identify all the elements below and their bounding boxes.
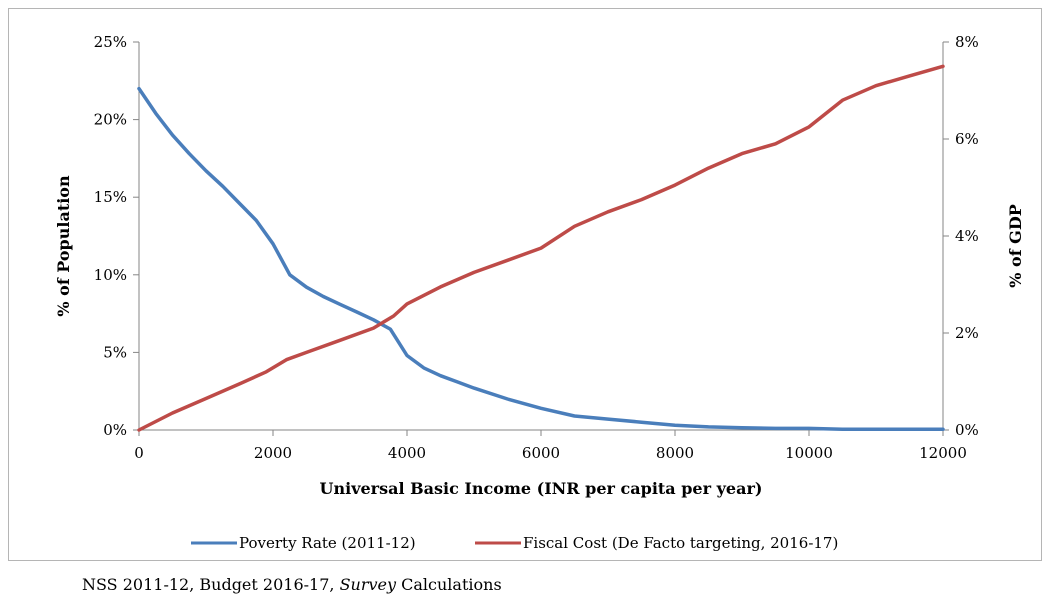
chart-svg: 0 2000 4000 6000 8000 10000 12000 0% 5% 10% 15% 20%…	[54, 33, 1025, 552]
x-tick-label: 4000	[388, 444, 426, 462]
y-right-tick-label: 2%	[955, 324, 979, 342]
source-note: NSS 2011-12, Budget 2016-17, Survey Calc…	[82, 575, 502, 594]
legend: Poverty Rate (2011-12) Fiscal Cost (De F…	[191, 534, 838, 552]
y-right-tick-label: 8%	[955, 33, 979, 51]
x-tick-label: 8000	[656, 444, 694, 462]
legend-label-fiscal: Fiscal Cost (De Facto targeting, 2016-17…	[523, 534, 838, 552]
source-note-italic: Survey	[339, 575, 397, 594]
legend-label-poverty: Poverty Rate (2011-12)	[239, 534, 416, 552]
x-axis-title: Universal Basic Income (INR per capita p…	[320, 479, 763, 498]
chart-frame: 0 2000 4000 6000 8000 10000 12000 0% 5% 10% 15% 20%…	[8, 8, 1042, 561]
y-left-tick-label: 25%	[94, 33, 127, 51]
x-tick-label: 2000	[254, 444, 292, 462]
x-tick-label: 6000	[522, 444, 560, 462]
source-note-suffix: Calculations	[396, 575, 502, 594]
y-left-tick-label: 15%	[94, 188, 127, 206]
fiscal-cost-line	[137, 64, 945, 432]
x-tick-label: 12000	[919, 444, 967, 462]
y-left-tick-label: 5%	[103, 343, 127, 361]
y-axis-right-title: % of GDP	[1006, 204, 1025, 287]
y-right-tick-label: 4%	[955, 227, 979, 245]
y-left-tick-label: 10%	[94, 266, 127, 284]
poverty-rate-line	[137, 86, 945, 431]
y-axis-left-title: % of Population	[54, 175, 73, 317]
y-right-tick-label: 0%	[955, 421, 979, 439]
y-left-tick-label: 20%	[94, 111, 127, 129]
y-right-tick-label: 6%	[955, 130, 979, 148]
source-note-prefix: NSS 2011-12, Budget 2016-17,	[82, 575, 340, 594]
x-tick-label: 10000	[785, 444, 833, 462]
y-left-tick-label: 0%	[103, 421, 127, 439]
x-tick-label: 0	[134, 444, 144, 462]
